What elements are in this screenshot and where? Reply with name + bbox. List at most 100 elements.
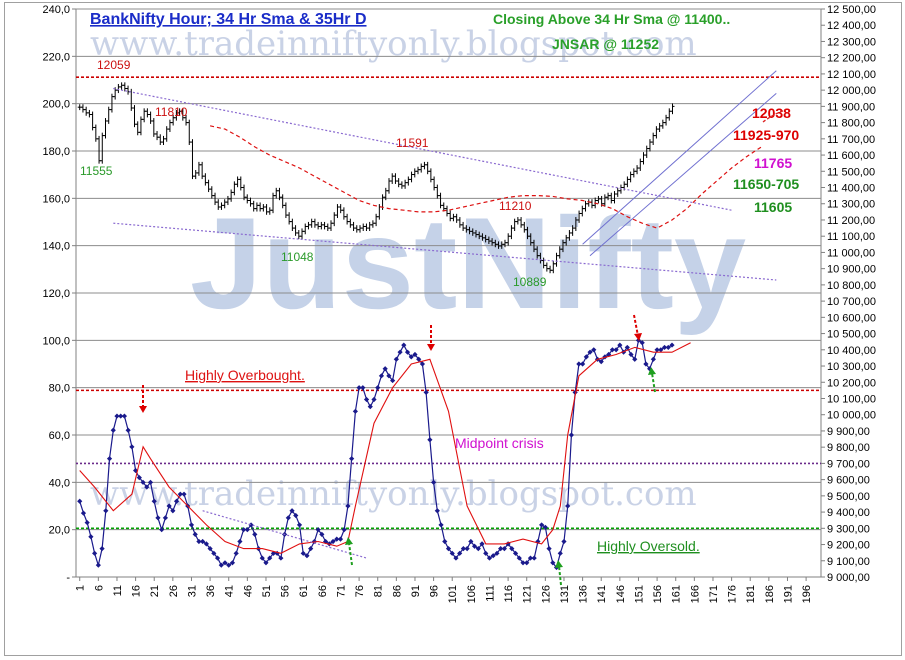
x-tick-label: 181 — [745, 585, 757, 603]
right-tick-label: 11 000,00 — [827, 247, 875, 259]
series-34-hr-sma — [209, 125, 762, 229]
oscillator-point — [274, 550, 280, 556]
x-tick-label: 31 — [186, 585, 198, 597]
oscillator-point — [151, 498, 157, 504]
gridlines — [76, 8, 821, 531]
oscillator-point — [613, 347, 619, 353]
oscillator-point — [397, 349, 403, 355]
x-tick-label: 21 — [149, 585, 161, 597]
x-tick-label: 6 — [93, 585, 105, 591]
left-tick-label: 60,0 — [49, 430, 70, 442]
arrowhead-red-1 — [139, 406, 147, 413]
right-tick-label: 12 100,00 — [827, 69, 876, 81]
oscillator-point — [386, 373, 392, 379]
oscillator-point — [609, 347, 615, 353]
oscillator-point — [628, 351, 634, 358]
oscillator-point — [393, 356, 399, 362]
x-tick-label: 191 — [782, 585, 794, 603]
up-arrow-green-3 — [651, 372, 656, 393]
left-tick-label: 160,0 — [42, 193, 70, 205]
oscillator-point — [438, 522, 444, 528]
x-tick-label: 11 — [112, 585, 124, 596]
oscillator-point — [244, 527, 250, 533]
note-jnsar: JNSAR @ 11252 — [552, 36, 659, 52]
x-tick-label: 186 — [764, 585, 776, 603]
oscillator-point — [587, 349, 593, 355]
left-tick-label: 120,0 — [42, 288, 70, 300]
oscillator-point — [270, 550, 277, 556]
oscillator-point — [542, 524, 548, 530]
oscillator-point — [352, 408, 358, 414]
oscillator-point — [360, 385, 366, 391]
oscillator-point — [222, 560, 228, 566]
right-tick-label: 12 500,00 — [827, 4, 876, 16]
oscillator-point — [442, 538, 448, 545]
oscillator-point — [200, 538, 206, 545]
oscillator-point — [300, 550, 306, 556]
oscillator-point — [520, 560, 526, 566]
oscillator-point — [118, 413, 124, 419]
series-falling-support — [113, 222, 777, 281]
arrowhead-red-3 — [634, 333, 642, 341]
oscillator-point — [304, 553, 310, 559]
right-tick-label: 9 900,00 — [827, 426, 870, 438]
oscillator-point — [580, 361, 586, 367]
right-tick-label: 12 200,00 — [827, 53, 876, 65]
oscillator-point — [483, 550, 489, 556]
zone-oversold: Highly Oversold. — [597, 538, 700, 554]
label-12059: 12059 — [97, 58, 131, 72]
oscillator-point — [486, 555, 493, 561]
left-tick-label: 220,0 — [42, 51, 70, 63]
oscillator-point — [237, 538, 243, 545]
right-tick-label: 10 500,00 — [827, 329, 876, 341]
oscillator-point — [289, 508, 295, 514]
right-tick-label: 9 500,00 — [827, 491, 870, 503]
chart-title: BankNifty Hour; 34 Hr Sma & 35Hr D — [90, 11, 367, 28]
oscillator-point — [565, 503, 571, 509]
target-11605: 11605 — [754, 199, 792, 215]
oscillator-point — [170, 508, 176, 514]
oscillator-point — [296, 522, 303, 528]
oscillator-point — [576, 361, 582, 367]
x-tick-label: 51 — [261, 585, 273, 597]
x-tick-label: 111 — [484, 585, 496, 602]
oscillator-point — [650, 356, 656, 362]
right-tick-label: 10 600,00 — [827, 312, 876, 324]
oscillator-point — [378, 373, 385, 379]
oscillator-point — [147, 479, 154, 485]
oscillator-point — [658, 347, 664, 353]
x-tick-label: 171 — [708, 585, 720, 603]
label-11210: 11210 — [499, 199, 532, 213]
oscillator-point — [661, 344, 668, 351]
oscillator-point — [557, 550, 563, 556]
price-bars — [77, 82, 675, 274]
oscillator-point — [449, 550, 455, 556]
right-tick-label: 10 000,00 — [827, 410, 876, 422]
oscillator-point — [330, 538, 336, 545]
oscillator-point — [315, 527, 321, 533]
x-tick-label: 166 — [689, 585, 701, 603]
oscillator-point — [539, 522, 545, 528]
up-arrow-green-1 — [348, 542, 353, 566]
oscillator-point — [475, 546, 481, 552]
oscillator-point — [144, 484, 150, 490]
oscillator-point — [263, 560, 269, 566]
x-tick-label: 131 — [559, 585, 571, 603]
oscillator-point — [162, 515, 168, 521]
right-tick-label: 10 400,00 — [827, 345, 876, 357]
oscillator-point — [572, 389, 578, 395]
oscillator-point — [423, 389, 429, 395]
oscillator-point — [371, 396, 377, 403]
oscillator-point — [110, 427, 116, 433]
right-tick-label: 11 300,00 — [827, 199, 875, 211]
left-tick-label: 100,0 — [42, 335, 70, 347]
right-tick-label: 9 100,00 — [827, 556, 870, 568]
oscillator-point — [211, 550, 217, 556]
oscillator-point — [375, 385, 381, 391]
oscillator-point — [527, 555, 534, 561]
x-tick-label: 16 — [131, 585, 143, 597]
oscillator-point — [136, 475, 142, 481]
x-tick-label: 96 — [429, 585, 441, 597]
oscillator-point — [490, 553, 496, 559]
watermark-bottom: www.tradeinniftyonly.blogspot.com — [90, 474, 697, 514]
